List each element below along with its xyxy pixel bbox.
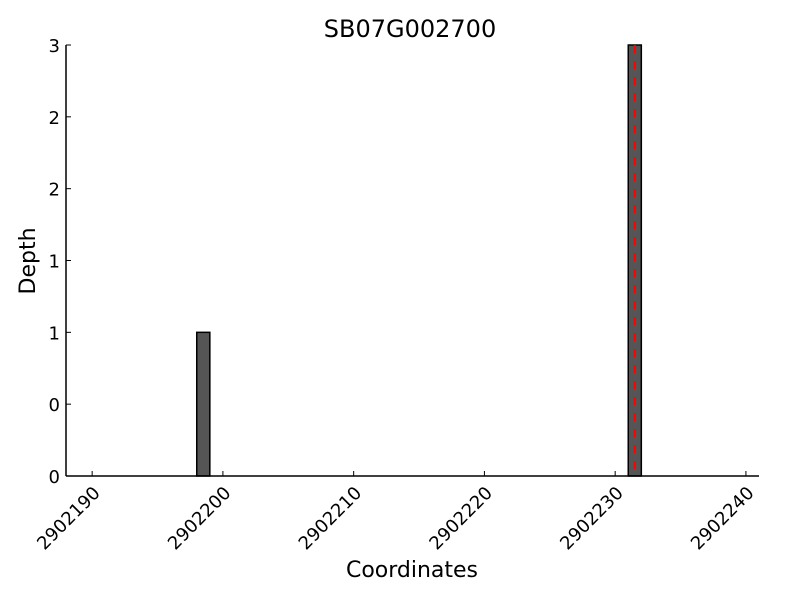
y-tick-label: 0 — [49, 467, 60, 488]
y-tick-label: 1 — [49, 252, 60, 273]
y-tick-label: 0 — [49, 395, 60, 416]
y-tick-label: 2 — [49, 108, 60, 129]
y-tick-label: 3 — [49, 36, 60, 57]
x-tick-label: 2902230 — [556, 483, 628, 555]
x-tick-label: 2902240 — [687, 483, 759, 555]
x-tick-label: 2902210 — [295, 483, 367, 555]
x-axis-label: Coordinates — [346, 558, 478, 583]
y-tick-label: 2 — [49, 180, 60, 201]
y-axis-label: Depth — [16, 227, 41, 294]
chart-title: SB07G002700 — [324, 15, 496, 43]
bar-0 — [196, 331, 211, 477]
x-tick-label: 2902190 — [33, 483, 105, 555]
y-tick-label: 1 — [49, 323, 60, 344]
x-tick-label: 2902200 — [164, 483, 236, 555]
x-tick-label: 2902220 — [425, 483, 497, 555]
